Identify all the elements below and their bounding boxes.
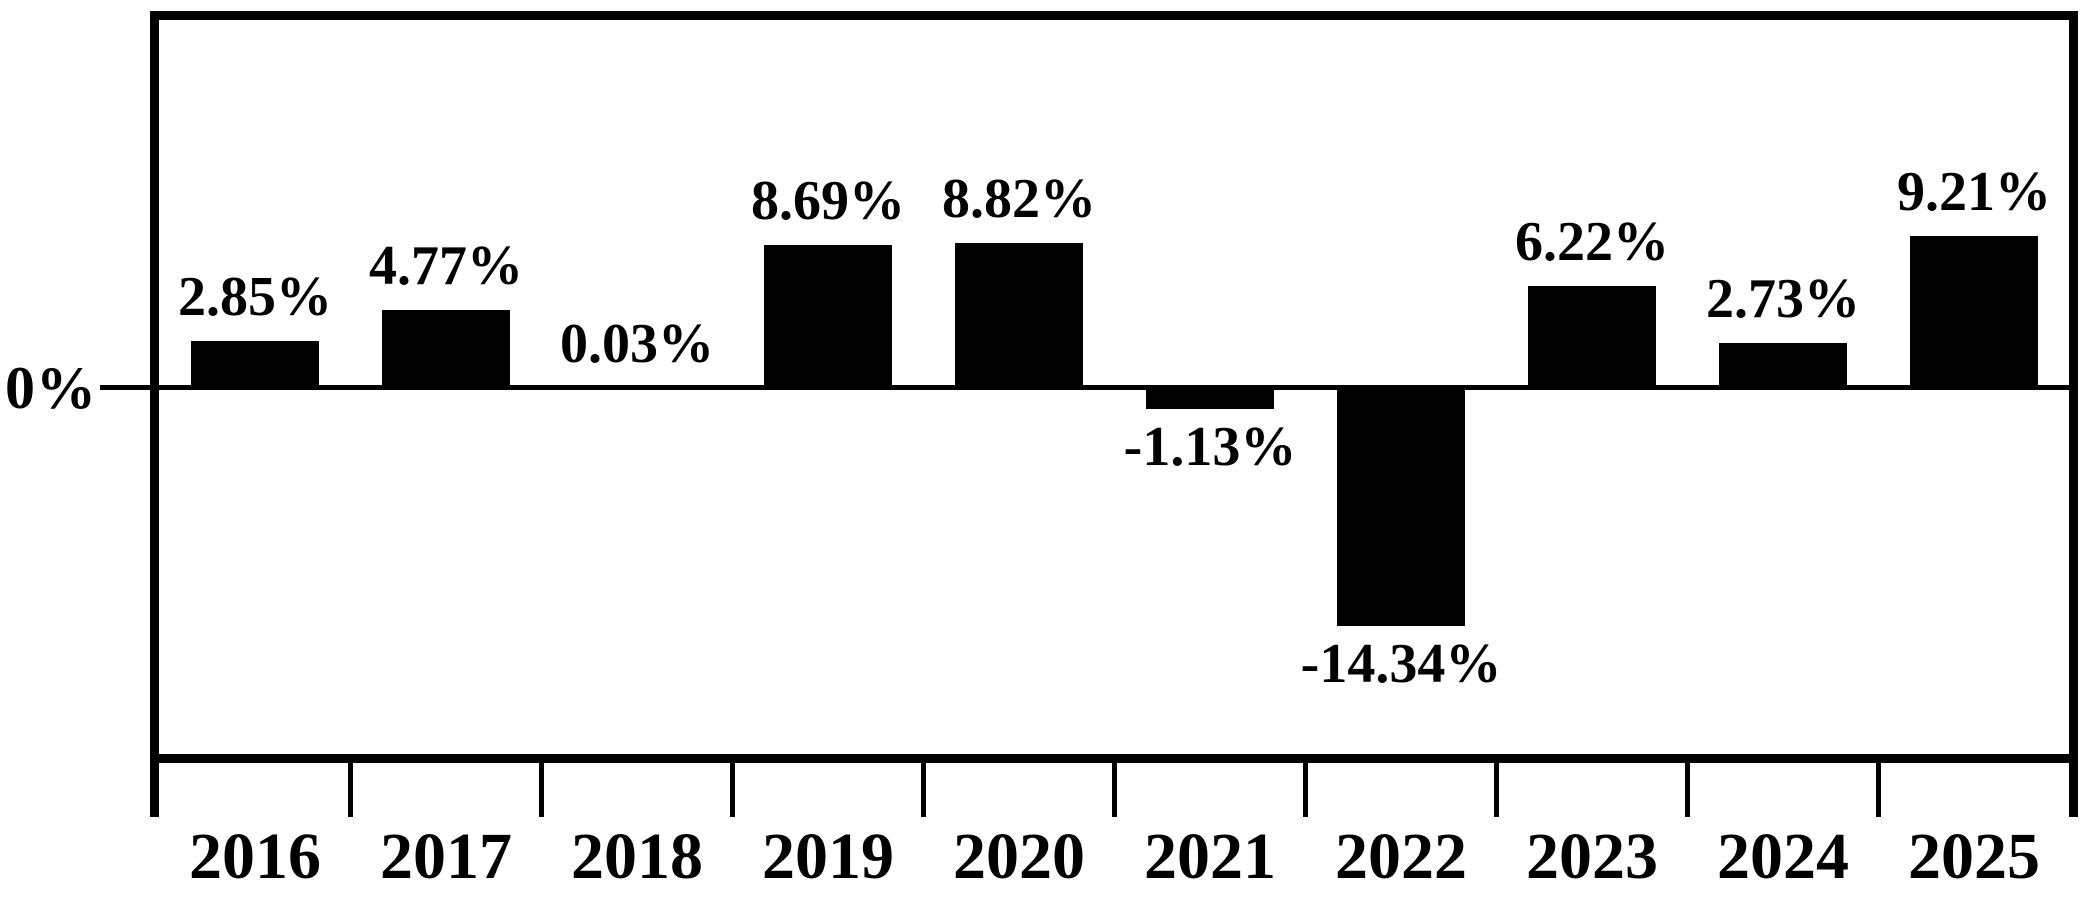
value-label-2021: -1.13% bbox=[1123, 416, 1297, 478]
value-label-2022: -14.34% bbox=[1300, 633, 1502, 695]
value-label-2024: 2.73% bbox=[1706, 268, 1860, 330]
value-label-2018: 0.03% bbox=[560, 313, 714, 375]
x-axis-tick bbox=[730, 754, 735, 817]
x-axis-tick bbox=[2069, 754, 2078, 817]
value-label-2023: 6.22% bbox=[1515, 211, 1669, 273]
bar-2025 bbox=[1910, 236, 2038, 390]
bar-2021 bbox=[1146, 388, 1274, 409]
zero-baseline bbox=[159, 385, 2069, 390]
bar-2017 bbox=[382, 310, 510, 390]
bar-2019 bbox=[764, 245, 892, 390]
x-axis-tick bbox=[1685, 754, 1690, 817]
y-axis-zero-tick bbox=[100, 385, 150, 390]
x-axis-label-2024: 2024 bbox=[1717, 820, 1849, 893]
x-axis-label-2021: 2021 bbox=[1144, 820, 1276, 893]
x-axis-tick bbox=[539, 754, 544, 817]
x-axis-tick bbox=[1494, 754, 1499, 817]
x-axis-tick bbox=[150, 754, 159, 817]
value-label-2016: 2.85% bbox=[178, 266, 332, 328]
x-axis-label-2022: 2022 bbox=[1335, 820, 1467, 893]
bar-2020 bbox=[955, 243, 1083, 390]
value-label-2020: 8.82% bbox=[942, 168, 1096, 230]
bar-2022 bbox=[1337, 388, 1465, 626]
x-axis-tick bbox=[1876, 754, 1881, 817]
x-axis-label-2017: 2017 bbox=[380, 820, 512, 893]
x-axis-tick bbox=[348, 754, 353, 817]
value-label-2025: 9.21% bbox=[1897, 161, 2051, 223]
bar-2024 bbox=[1719, 343, 1847, 390]
x-axis-label-2025: 2025 bbox=[1908, 820, 2040, 893]
x-axis-tick bbox=[921, 754, 926, 817]
x-axis-label-2023: 2023 bbox=[1526, 820, 1658, 893]
value-label-2017: 4.77% bbox=[369, 235, 523, 297]
x-axis-tick bbox=[1303, 754, 1308, 817]
x-axis-label-2020: 2020 bbox=[953, 820, 1085, 893]
x-axis-label-2016: 2016 bbox=[189, 820, 321, 893]
bar-2016 bbox=[191, 341, 319, 390]
x-axis-label-2018: 2018 bbox=[571, 820, 703, 893]
value-label-2019: 8.69% bbox=[751, 170, 905, 232]
y-axis-zero-label: 0% bbox=[5, 355, 97, 421]
x-axis-tick bbox=[1112, 754, 1117, 817]
bar-2023 bbox=[1528, 286, 1656, 390]
x-axis-label-2019: 2019 bbox=[762, 820, 894, 893]
